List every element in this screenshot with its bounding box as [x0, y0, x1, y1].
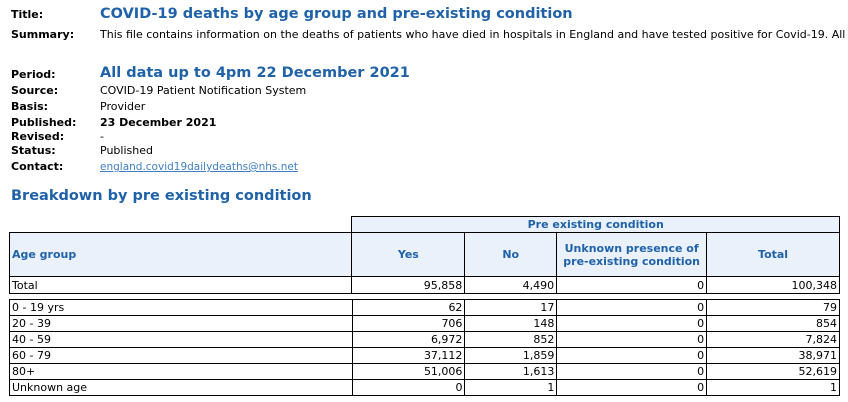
row-yes: 62	[351, 299, 466, 316]
row-unknown: 0	[556, 347, 708, 364]
row-unknown: 0	[556, 315, 708, 332]
group-header: Pre existing condition	[351, 216, 840, 233]
col-total: Total	[706, 232, 840, 277]
row-no: 148	[464, 315, 558, 332]
row-yes: 6,972	[351, 331, 466, 348]
row-total: 79	[706, 299, 840, 316]
basis-label: Basis:	[11, 100, 49, 113]
row-no: 1,613	[464, 363, 558, 380]
row-yes: 0	[351, 379, 466, 396]
title-label: Title:	[11, 8, 44, 21]
row-unknown: 0	[556, 299, 708, 316]
row-label: Unknown age	[9, 379, 353, 396]
col-age-group: Age group	[8, 232, 353, 277]
section-title: Breakdown by pre existing condition	[11, 188, 312, 204]
total-row-total: 100,348	[706, 276, 840, 294]
total-row: Total 95,858 4,490 0 100,348	[8, 276, 840, 294]
document-title: COVID-19 deaths by age group and pre-exi…	[100, 6, 573, 22]
published-value: 23 December 2021	[100, 116, 217, 129]
revised-value: -	[100, 130, 104, 143]
table-row: 0 - 19 yrs 62 17 0 79	[9, 299, 840, 316]
header-spacer	[9, 216, 353, 233]
total-row-unknown: 0	[556, 276, 708, 294]
summary-text: This file contains information on the de…	[100, 28, 846, 41]
row-yes: 51,006	[351, 363, 466, 380]
row-yes: 706	[351, 315, 466, 332]
row-yes: 37,112	[351, 347, 466, 364]
col-unknown-line2: pre-existing condition	[563, 254, 700, 268]
source-value: COVID-19 Patient Notification System	[100, 84, 307, 97]
table-row: 60 - 79 37,112 1,859 0 38,971	[9, 347, 840, 364]
row-unknown: 0	[556, 363, 708, 380]
row-total: 38,971	[706, 347, 840, 364]
table-row: 40 - 59 6,972 852 0 7,824	[9, 331, 840, 348]
row-unknown: 0	[556, 379, 708, 396]
table-row: 80+ 51,006 1,613 0 52,619	[9, 363, 840, 380]
row-total: 1	[706, 379, 840, 396]
contact-label: Contact:	[11, 160, 64, 173]
col-no: No	[464, 232, 558, 277]
row-total: 52,619	[706, 363, 840, 380]
source-label: Source:	[11, 84, 59, 97]
table-row: Unknown age 0 1 0 1	[9, 379, 840, 396]
col-yes: Yes	[351, 232, 466, 277]
row-label: 20 - 39	[9, 315, 353, 332]
status-value: Published	[100, 144, 153, 157]
total-row-no: 4,490	[464, 276, 558, 294]
row-label: 0 - 19 yrs	[9, 299, 353, 316]
period-value: All data up to 4pm 22 December 2021	[100, 65, 410, 81]
total-row-label: Total	[8, 276, 353, 294]
table-row: 20 - 39 706 148 0 854	[9, 315, 840, 332]
header-table: Pre existing condition Age group Yes No …	[8, 216, 840, 294]
row-no: 1,859	[464, 347, 558, 364]
period-label: Period:	[11, 68, 56, 81]
row-total: 854	[706, 315, 840, 332]
contact-email-link[interactable]: england.covid19dailydeaths@nhs.net	[100, 161, 298, 173]
row-no: 852	[464, 331, 558, 348]
row-label: 60 - 79	[9, 347, 353, 364]
row-no: 1	[464, 379, 558, 396]
row-label: 80+	[9, 363, 353, 380]
total-row-yes: 95,858	[351, 276, 466, 294]
row-no: 17	[464, 299, 558, 316]
col-unknown: Unknown presence of pre-existing conditi…	[556, 232, 708, 277]
status-label: Status:	[11, 144, 56, 157]
basis-value: Provider	[100, 100, 146, 113]
col-unknown-line1: Unknown presence of	[564, 241, 699, 255]
age-breakdown-table: 0 - 19 yrs 62 17 0 79 20 - 39 706 148 0 …	[9, 299, 840, 396]
summary-label: Summary:	[11, 28, 75, 41]
revised-label: Revised:	[11, 130, 65, 143]
row-label: 40 - 59	[9, 331, 353, 348]
row-total: 7,824	[706, 331, 840, 348]
row-unknown: 0	[556, 331, 708, 348]
published-label: Published:	[11, 116, 77, 129]
